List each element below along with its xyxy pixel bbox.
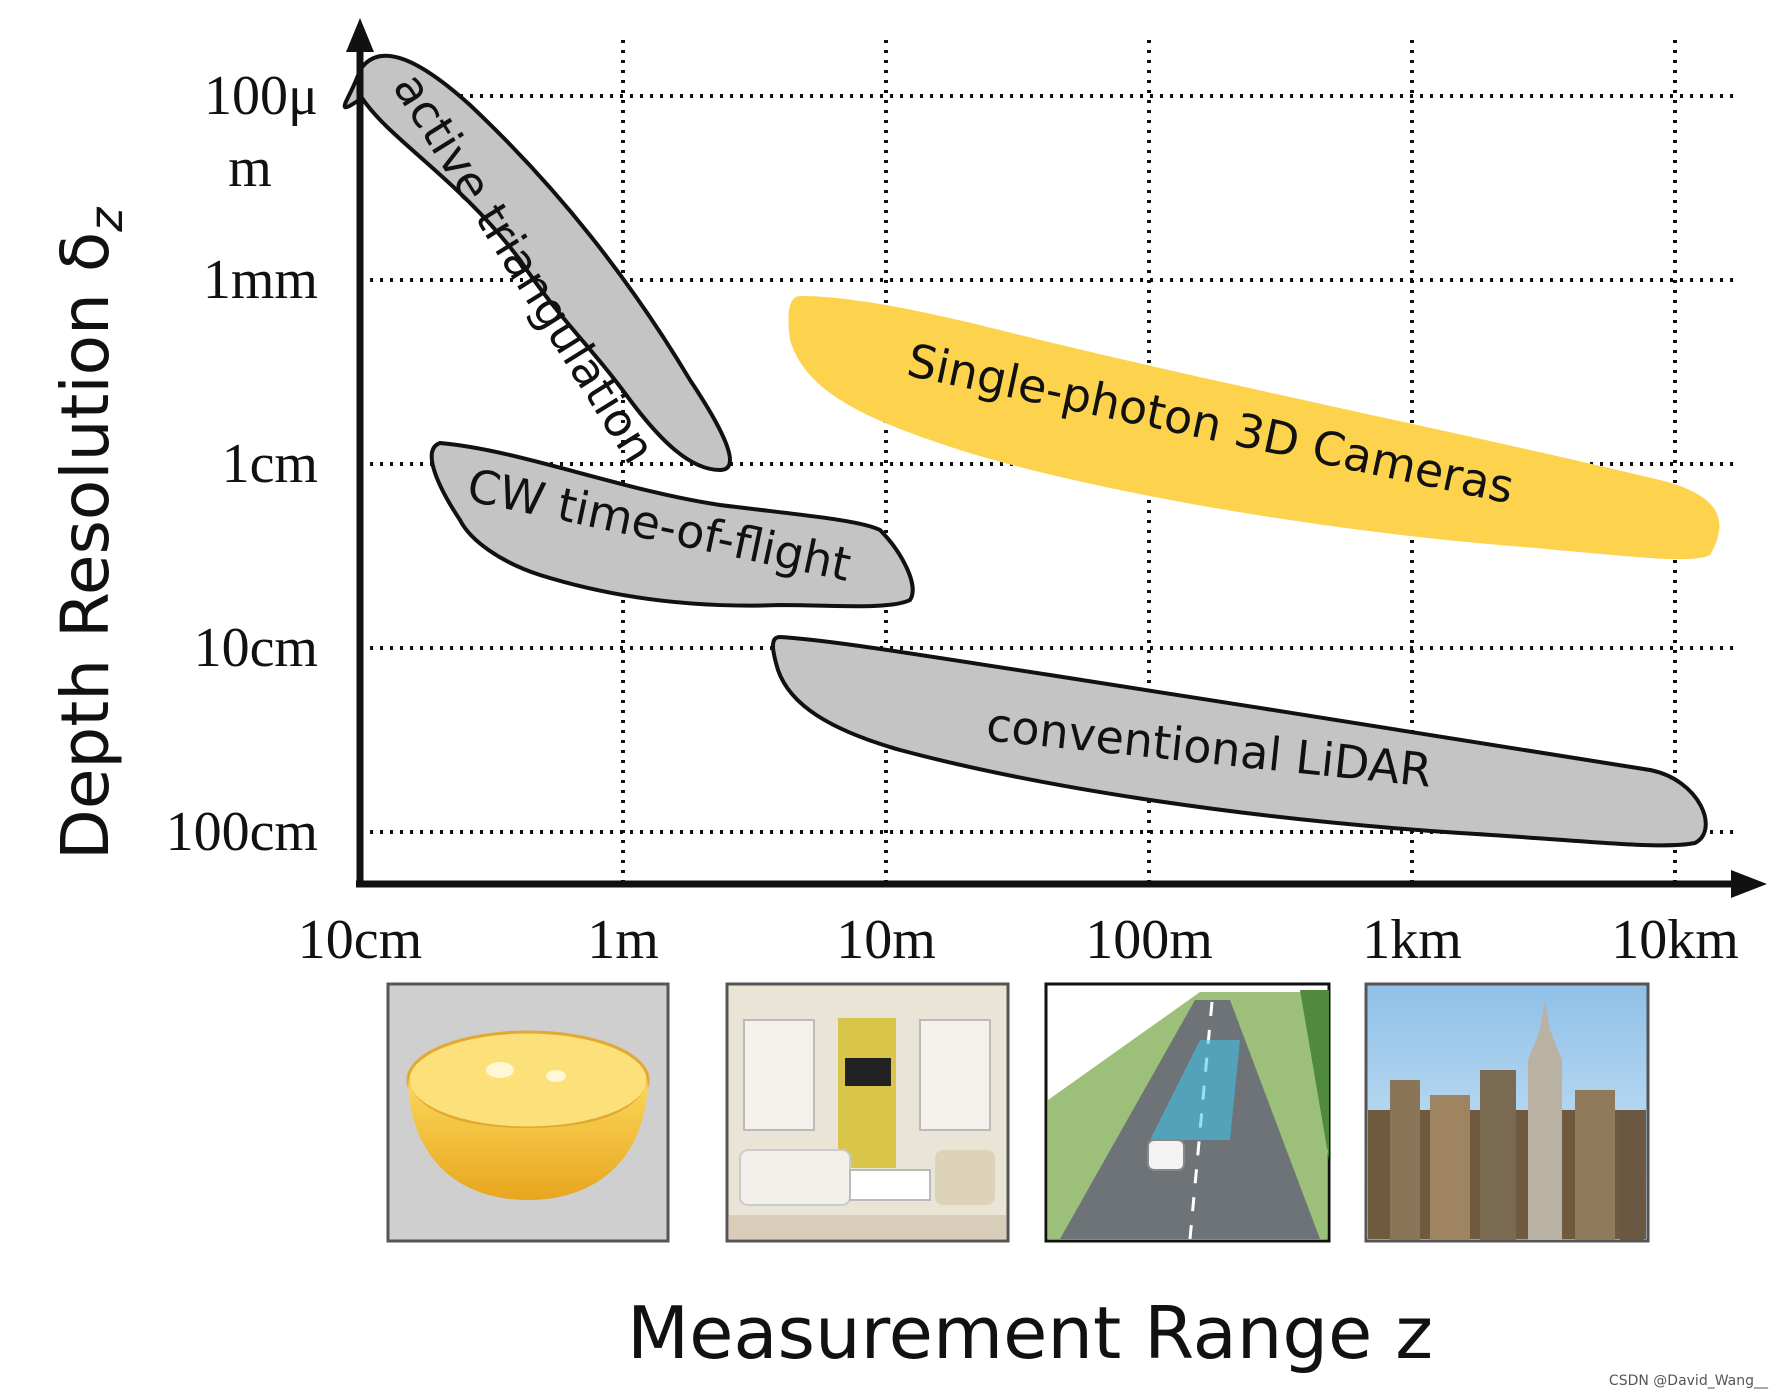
x-tick-label: 10km (1611, 909, 1739, 971)
y-tick-labels: 100μ m 1mm 1cm 10cm 100cm (166, 65, 318, 863)
y-axis-arrow (346, 18, 374, 52)
y-tick-label: 1mm (203, 249, 318, 311)
skyscraper-icon (1528, 1000, 1562, 1240)
y-axis-title: Depth Resolution δz (47, 207, 133, 860)
watermark: CSDN @David_Wang__ (1609, 1373, 1769, 1389)
thumbnail-highway (1044, 982, 1331, 1243)
x-axis-arrow (1731, 870, 1767, 898)
thumbnail-city (1364, 982, 1650, 1243)
x-tick-labels: 10cm 1m 10m 100m 1km 10km (298, 909, 1739, 971)
thumbnail-living-room (725, 982, 1010, 1243)
label-active-triangulation: active triangulation (383, 63, 667, 472)
axes (346, 18, 1767, 898)
x-tick-label: 10cm (298, 909, 422, 971)
y-tick-label-continuation: m (228, 137, 272, 199)
x-tick-label: 1m (587, 909, 659, 971)
region-active-triangulation (342, 53, 732, 473)
y-tick-label: 100μ (204, 65, 318, 127)
y-tick-label: 1cm (222, 433, 318, 495)
regions (342, 53, 1720, 848)
x-tick-label: 100m (1085, 909, 1213, 971)
bowl-icon (406, 1030, 650, 1130)
thumbnails (386, 982, 1650, 1243)
region-conventional-lidar (771, 634, 1708, 848)
y-tick-label: 100cm (166, 801, 318, 863)
region-single-photon-3d-cameras (788, 296, 1720, 560)
x-tick-label: 1km (1362, 909, 1462, 971)
tv-icon (845, 1058, 891, 1086)
lidar-beam-icon (1150, 1040, 1240, 1140)
car-icon (1147, 1139, 1185, 1171)
thumbnail-bowl (386, 982, 670, 1243)
x-tick-label: 10m (836, 909, 936, 971)
y-axis-title-subscript: z (79, 207, 133, 233)
region-cw-time-of-flight (429, 440, 915, 609)
y-tick-label: 10cm (194, 617, 318, 679)
x-axis-title: Measurement Range z (627, 1291, 1433, 1375)
